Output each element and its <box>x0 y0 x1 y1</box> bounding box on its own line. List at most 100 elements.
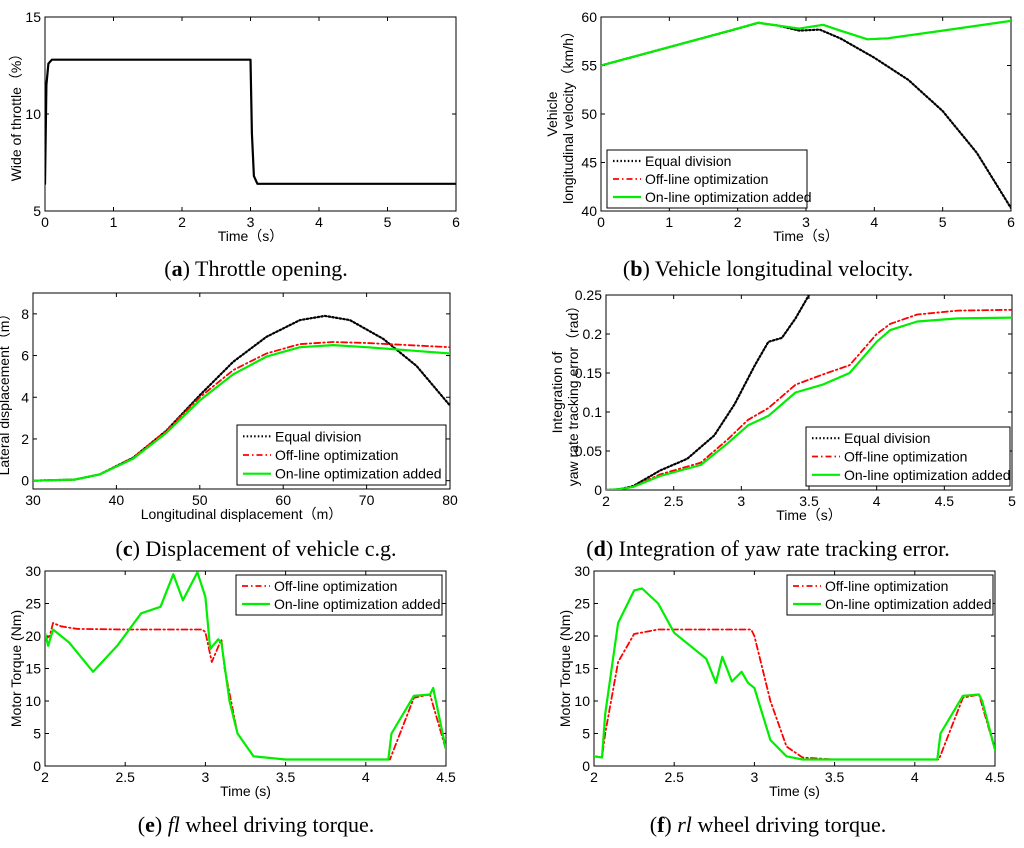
y-tick-label: 20 <box>574 628 590 644</box>
caption-letter: e <box>145 812 155 837</box>
chart-c: 30 40 50 60 70 80 0 2 4 6 8 Longitudinal displaceme… <box>0 292 458 522</box>
caption-text: ) Vehicle longitudinal velocity. <box>642 256 914 281</box>
y-tick-label: 40 <box>581 203 597 219</box>
x-tick-label: 50 <box>192 492 208 508</box>
y-tick-label: 10 <box>25 693 41 709</box>
legend: Equal division Off-line optimization On-li… <box>606 149 812 209</box>
caption-e: (e) fl wheel driving torque. <box>137 812 375 837</box>
legend-label: Off-line optimization <box>645 171 768 187</box>
x-tick-label: 3.5 <box>799 493 819 509</box>
y-tick-label: 25 <box>574 596 590 612</box>
x-axis-label: Longitudinal displacement（m） <box>141 506 343 522</box>
legend-label: Off-line optimization <box>825 578 948 594</box>
legend-label: Equal division <box>645 153 731 169</box>
x-tick-label: 3.5 <box>825 769 845 785</box>
x-axis-label: Time（s） <box>776 507 842 523</box>
y-tick-label: 45 <box>581 155 597 171</box>
x-tick-label: 4 <box>873 493 881 509</box>
caption-letter: b <box>630 256 643 281</box>
series-line-3 <box>33 344 450 482</box>
series-line-1 <box>45 58 456 185</box>
caption-lead: fl <box>167 812 180 837</box>
y-tick-label: 15 <box>25 9 41 25</box>
legend-label: Equal division <box>844 430 930 446</box>
y-tick-label: 6 <box>21 348 29 364</box>
series-group <box>45 571 446 761</box>
legend-box <box>786 574 994 616</box>
chart-a: 0 1 2 3 4 5 6 5 10 15 Time（s） Wide of throttle（%） <box>8 9 460 244</box>
legend-label: On-line optimization added <box>825 596 992 612</box>
y-tick-label: 0 <box>33 758 41 774</box>
y-tick-label: 10 <box>574 693 590 709</box>
legend-box <box>236 424 447 486</box>
y-tick-label: 15 <box>25 661 41 677</box>
x-tick-label: 2.5 <box>664 769 684 785</box>
y-tick-label: 0.1 <box>583 404 603 420</box>
x-tick-label: 1 <box>110 214 118 230</box>
x-tick-label: 60 <box>275 492 291 508</box>
caption-text: ) Throttle opening. <box>182 256 348 281</box>
y-axis-label: Vehicle <box>544 91 560 136</box>
y-tick-label: 0.05 <box>575 443 602 459</box>
y-axis-label: Wide of throttle（%） <box>8 47 24 182</box>
x-tick-label: 40 <box>109 492 125 508</box>
x-tick-label: 5 <box>384 214 392 230</box>
series-line-1 <box>45 622 446 761</box>
x-tick-label: 4 <box>911 769 919 785</box>
x-axis-label: Time (s) <box>769 783 820 799</box>
y-tick-label: 0.2 <box>583 326 603 342</box>
legend-label: On-line optimization added <box>844 467 1011 483</box>
caption-text: wheel driving torque. <box>691 812 887 837</box>
x-tick-label: 3 <box>802 214 810 230</box>
series-group <box>33 314 450 482</box>
caption-text: wheel driving torque. <box>179 812 375 837</box>
series-line-2 <box>594 587 995 761</box>
y-axis-label: Motor Torque (Nm) <box>8 610 24 727</box>
y-axis-label-2: yaw rate tracking error（rad） <box>565 299 581 487</box>
legend-label: On-line optimization added <box>645 189 812 205</box>
legend: Equal division Off-line optimization On-li… <box>805 426 1011 487</box>
y-tick-label: 50 <box>581 106 597 122</box>
legend: Equal division Off-line optimization On-li… <box>236 424 447 486</box>
series-line-1 <box>594 628 995 761</box>
y-axis-label: Lateral displacement（m） <box>0 307 12 476</box>
y-tick-label: 5 <box>33 726 41 742</box>
y-axis-label-2: longitudinal velocity（km/h） <box>560 24 576 204</box>
series-line-3 <box>601 19 1011 67</box>
x-tick-label: 5 <box>939 214 947 230</box>
x-tick-label: 4 <box>870 214 878 230</box>
x-tick-label: 2 <box>602 493 610 509</box>
x-tick-label: 4 <box>362 769 370 785</box>
y-tick-label: 0.25 <box>575 287 602 303</box>
series-group <box>601 19 1011 210</box>
y-tick-label: 20 <box>25 628 41 644</box>
x-tick-label: 0 <box>41 214 49 230</box>
caption-letter: a <box>171 256 183 281</box>
x-tick-label: 6 <box>1007 214 1015 230</box>
chart-f: 2 2.5 3 3.5 4 4.5 0 5 10 15 20 25 30 Time (s) Motor To… <box>557 563 1005 799</box>
y-tick-label: 30 <box>574 563 590 579</box>
legend-label: Off-line optimization <box>844 449 967 465</box>
series-line-3 <box>606 316 1012 490</box>
series-line-2 <box>45 571 446 761</box>
chart-d: 2 2.5 3 3.5 4 4.5 5 0 0.05 0.1 0.15 0.2 0.25 Time（s） I… <box>549 287 1016 523</box>
legend-label: Off-line optimization <box>274 578 397 594</box>
x-tick-label: 3 <box>247 214 255 230</box>
x-tick-label: 2.5 <box>115 769 135 785</box>
x-tick-label: 3 <box>751 769 759 785</box>
x-tick-label: 4 <box>315 214 323 230</box>
legend-label: On-line optimization added <box>275 466 442 482</box>
x-axis-label: Time (s) <box>220 783 271 799</box>
legend: Off-line optimization On-line optimizatio… <box>786 574 994 616</box>
y-tick-label: 0 <box>582 758 590 774</box>
x-tick-label: 4.5 <box>436 769 456 785</box>
y-tick-label: 15 <box>574 661 590 677</box>
x-tick-label: 6 <box>452 214 460 230</box>
series-group <box>606 295 1012 490</box>
y-tick-label: 2 <box>21 431 29 447</box>
x-tick-label: 3 <box>202 769 210 785</box>
caption-text: ) Displacement of vehicle c.g. <box>132 536 397 561</box>
x-axis-label: Time（s） <box>218 228 284 244</box>
chart-e: 2 2.5 3 3.5 4 4.5 0 5 10 15 20 25 30 Time (s) Motor To… <box>8 563 456 799</box>
